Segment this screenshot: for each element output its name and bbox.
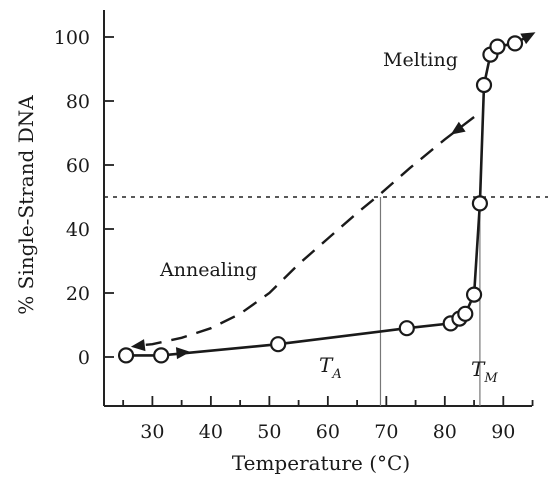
reference-lines — [104, 196, 548, 406]
melting-point-9 — [475, 76, 493, 94]
axis-ticks — [104, 36, 534, 406]
y-tick-label-20: 20 — [66, 283, 90, 305]
x-axis-label: Temperature (°C) — [232, 451, 410, 475]
y-tick-label-0: 0 — [78, 347, 90, 369]
melting-point-8 — [471, 195, 489, 212]
tm-label: TM — [471, 357, 498, 386]
annealing-label: Annealing — [159, 259, 257, 281]
y-tick-label-100: 100 — [54, 27, 90, 49]
ta-label-main: T — [319, 353, 334, 377]
melting-mid-arrow — [175, 347, 191, 360]
x-tick-label-90: 90 — [491, 421, 515, 443]
tm-label-sub: M — [483, 371, 498, 386]
melting-point-2 — [270, 336, 287, 353]
annealing-curve — [134, 116, 475, 347]
ta-label: TA — [319, 353, 342, 382]
annealing-mid-arrow — [450, 121, 466, 135]
data-points — [117, 35, 524, 364]
x-tick-label-70: 70 — [374, 421, 398, 443]
y-tick-label-80: 80 — [66, 91, 90, 113]
annealing-arrowhead — [130, 339, 146, 352]
x-tick-label-80: 80 — [433, 421, 457, 443]
melting-label: Melting — [383, 49, 458, 71]
melting-point-12 — [506, 35, 524, 52]
melting-point-6 — [457, 305, 474, 322]
melting-point-7 — [465, 286, 483, 303]
x-tick-label-50: 50 — [257, 421, 281, 443]
melting-point-1 — [153, 347, 170, 364]
y-axis-label: % Single-Strand DNA — [14, 95, 38, 315]
tm-label-main: T — [471, 357, 486, 381]
tick-labels: 0 20 40 60 80 100 30 40 50 60 70 80 90 — [54, 27, 516, 443]
x-tick-label-60: 60 — [316, 421, 340, 443]
x-tick-label-30: 30 — [140, 421, 164, 443]
x-tick-label-40: 40 — [199, 421, 223, 443]
melting-point-3 — [398, 320, 415, 337]
melting-point-0 — [117, 347, 135, 364]
ta-label-sub: A — [331, 367, 341, 382]
y-tick-label-40: 40 — [66, 219, 90, 241]
y-tick-label-60: 60 — [66, 155, 90, 177]
melting-point-11 — [489, 38, 506, 55]
melting-arrowhead — [520, 32, 536, 45]
series-layer — [126, 32, 536, 360]
